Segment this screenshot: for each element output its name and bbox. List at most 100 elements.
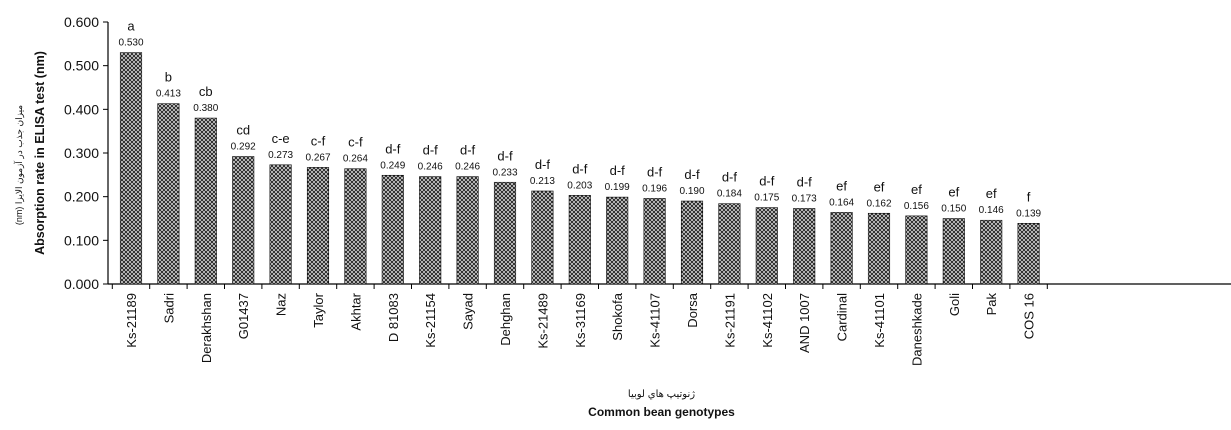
y-tick-label: 0.600 <box>64 14 99 30</box>
y-axis-ticks: 0.000 0.100 0.200 0.300 0.400 0.500 0.600 <box>64 14 108 292</box>
bar <box>419 176 442 285</box>
x-tick-label: Naz <box>274 293 289 316</box>
x-tick-label: G01437 <box>236 293 251 339</box>
significance-letter: ef <box>836 178 847 193</box>
significance-letter: d-f <box>535 157 551 172</box>
bar <box>344 168 367 285</box>
significance-letter: d-f <box>684 167 700 182</box>
bar <box>456 176 479 285</box>
bar <box>194 117 217 285</box>
x-tick-label: Shokofa <box>610 292 625 340</box>
bar-value-label: 0.156 <box>904 201 929 212</box>
x-tick-label: Dorsa <box>685 292 700 327</box>
bar <box>867 212 891 285</box>
significance-letter: c-f <box>311 133 326 148</box>
significance-letter: d-f <box>610 163 626 178</box>
bar <box>830 212 853 285</box>
bar <box>493 181 517 285</box>
bar-value-label: 0.162 <box>866 198 891 209</box>
bar-value-label: 0.175 <box>754 193 779 204</box>
bar-value-label: 0.150 <box>941 204 966 215</box>
y-axis-label-persian: میزان جذب در آزمون الایزا (nm) <box>13 105 25 225</box>
x-tick-label: AND 1007 <box>797 293 812 353</box>
bar-value-label: 0.246 <box>418 162 443 173</box>
bar <box>606 196 629 285</box>
x-tick-label: Derakhshan <box>199 293 214 363</box>
significance-letter: cd <box>236 122 250 137</box>
significance-letter: f <box>1027 189 1031 204</box>
bar <box>568 195 591 285</box>
significance-letter: d-f <box>647 164 663 179</box>
significance-letter: d-f <box>722 170 738 185</box>
x-axis-label: Common bean genotypes <box>588 405 735 419</box>
x-tick-label: Pak <box>984 293 999 316</box>
significance-letter: a <box>127 19 135 34</box>
x-tick-label: D 81083 <box>386 293 401 342</box>
y-tick-label: 0.400 <box>64 101 99 117</box>
x-tick-label: Taylor <box>311 292 326 327</box>
significance-letter: c-f <box>348 135 363 150</box>
bar-value-label: 0.380 <box>193 103 218 114</box>
significance-letter: d-f <box>797 174 813 189</box>
bar-value-label: 0.233 <box>492 167 517 178</box>
x-tick-label: COS 16 <box>1022 293 1037 339</box>
bar <box>306 167 330 285</box>
bar-value-label: 0.196 <box>642 183 667 194</box>
significance-letter: d-f <box>385 141 401 156</box>
x-tick-label: Sayad <box>461 293 476 330</box>
bar-value-label: 0.199 <box>605 182 630 193</box>
significance-letter: cb <box>199 84 213 99</box>
x-tick-label: Ks-41102 <box>760 293 775 348</box>
significance-letter: ef <box>911 182 922 197</box>
x-tick-label: Akhtar <box>348 292 363 330</box>
x-axis-ticks: Ks-21189 Sadri Derakhshan G01437 Naz Taylor Ak… <box>111 284 1048 366</box>
significance-letter: d-f <box>572 161 588 176</box>
y-tick-label: 0.200 <box>64 189 99 205</box>
significance-letter: d-f <box>497 148 513 163</box>
bar-value-label: 0.190 <box>679 186 704 197</box>
y-tick-label: 0.100 <box>64 232 99 248</box>
bar-value-label: 0.203 <box>567 180 592 191</box>
x-tick-label: Daneshkade <box>909 293 924 366</box>
bar <box>718 203 741 285</box>
significance-letter: ef <box>874 179 885 194</box>
bar-value-label: 0.173 <box>792 193 817 204</box>
bar-labels: 0.530 a 0.413 b 0.380 cb 0.292 cd 0.273 c-e 0.267 c… <box>118 19 1041 220</box>
significance-letter: ef <box>986 186 997 201</box>
bar-value-label: 0.273 <box>268 150 293 161</box>
bar-value-label: 0.413 <box>156 89 181 100</box>
significance-letter: c-e <box>272 131 290 146</box>
bar <box>905 215 928 285</box>
bar-value-label: 0.146 <box>979 205 1004 216</box>
significance-letter: d-f <box>423 143 439 158</box>
bar <box>269 164 292 285</box>
bar <box>755 207 778 285</box>
x-tick-label: Ks-21191 <box>722 293 737 348</box>
x-tick-label: Dehghan <box>498 293 513 346</box>
y-axis-label: Absorption rate in ELISA test (nm) <box>33 51 47 255</box>
x-tick-label: Ks-21154 <box>423 293 438 348</box>
x-tick-label: Ks-41107 <box>648 293 663 348</box>
bar-value-label: 0.292 <box>231 141 256 152</box>
x-tick-label: Ks-21489 <box>535 293 550 349</box>
bars <box>119 52 1040 285</box>
significance-letter: b <box>165 70 172 85</box>
bar-value-label: 0.164 <box>829 197 854 208</box>
bar <box>1017 223 1040 285</box>
x-axis-label-persian: ژنوتیپ هاي لوبيا <box>628 389 695 400</box>
bar <box>157 103 180 285</box>
bar <box>680 200 704 285</box>
x-tick-label: Ks-21189 <box>124 293 139 348</box>
bar-value-label: 0.530 <box>118 38 143 49</box>
x-tick-label: Sadri <box>161 293 176 323</box>
bar <box>381 174 404 285</box>
significance-letter: ef <box>948 185 959 200</box>
bar-value-label: 0.213 <box>530 176 555 187</box>
significance-letter: d-f <box>759 174 775 189</box>
y-tick-label: 0.000 <box>64 276 99 292</box>
bar <box>980 219 1003 285</box>
bar-value-label: 0.184 <box>717 189 742 200</box>
y-tick-label: 0.300 <box>64 145 99 161</box>
